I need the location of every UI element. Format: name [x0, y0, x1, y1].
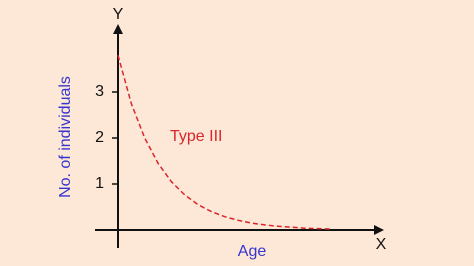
y-axis-label: No. of individuals	[57, 76, 74, 198]
x-arrow	[374, 225, 384, 235]
y-axis-name: Y	[113, 6, 124, 23]
y-tick-label: 1	[95, 175, 104, 192]
y-tick-label: 3	[95, 83, 104, 100]
curve	[117, 55, 332, 230]
y-arrow	[113, 24, 123, 34]
y-tick-label: 2	[95, 129, 104, 146]
series-label: Type III	[170, 128, 222, 145]
x-axis-label: Age	[238, 243, 267, 260]
x-axis-name: X	[376, 236, 387, 253]
